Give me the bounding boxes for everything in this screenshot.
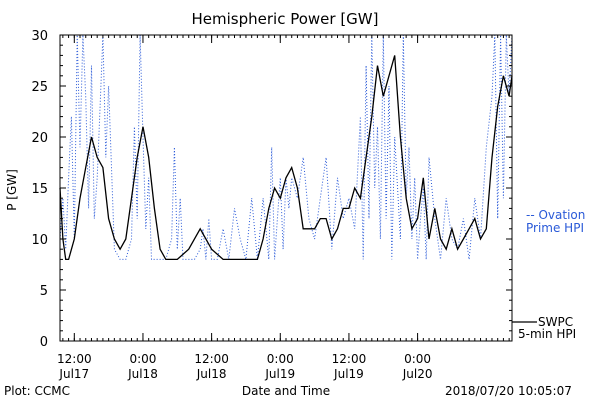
y-tick-label: 5 (40, 284, 48, 299)
plot-frame (59, 34, 513, 342)
legend-swpc-line1: SWPC (538, 315, 573, 329)
y-axis-label: P [GW] (5, 169, 19, 211)
legend-ovation-line2: Prime HPI (526, 221, 584, 235)
y-tick-label: 25 (31, 80, 48, 95)
x-tick-label-date: Jul17 (58, 367, 89, 381)
y-tick-label: 10 (31, 233, 48, 248)
y-tick-label: 20 (31, 131, 48, 146)
y-tick-label: 30 (31, 29, 48, 44)
x-tick-label-time: 0:00 (404, 352, 431, 366)
x-tick-label-date: Jul20 (402, 367, 433, 381)
footer-plot-label: Plot: CCMC (4, 384, 70, 398)
x-axis-label: Date and Time (242, 384, 330, 398)
chart-title: Hemispheric Power [GW] (192, 10, 379, 28)
x-tick-label-time: 12:00 (332, 352, 367, 366)
x-tick-label-time: 12:00 (194, 352, 229, 366)
y-tick-label: 0 (40, 335, 48, 350)
legend-ovation-line1: -- Ovation (526, 208, 585, 222)
x-tick-label-date: Jul19 (333, 367, 364, 381)
x-tick-label-date: Jul19 (264, 367, 295, 381)
x-tick-label-time: 0:00 (129, 352, 156, 366)
series-line-swpc (59, 55, 513, 261)
series-line-ovation (59, 34, 513, 260)
footer-date: 2018/07/20 10:05:07 (445, 384, 572, 398)
x-tick-label-date: Jul18 (127, 367, 158, 381)
x-tick-label-time: 12:00 (57, 352, 92, 366)
x-tick-label-date: Jul18 (196, 367, 227, 381)
legend-swpc-line2: 5-min HPI (518, 327, 576, 341)
y-tick-label: 15 (31, 182, 48, 197)
x-tick-label-time: 0:00 (267, 352, 294, 366)
